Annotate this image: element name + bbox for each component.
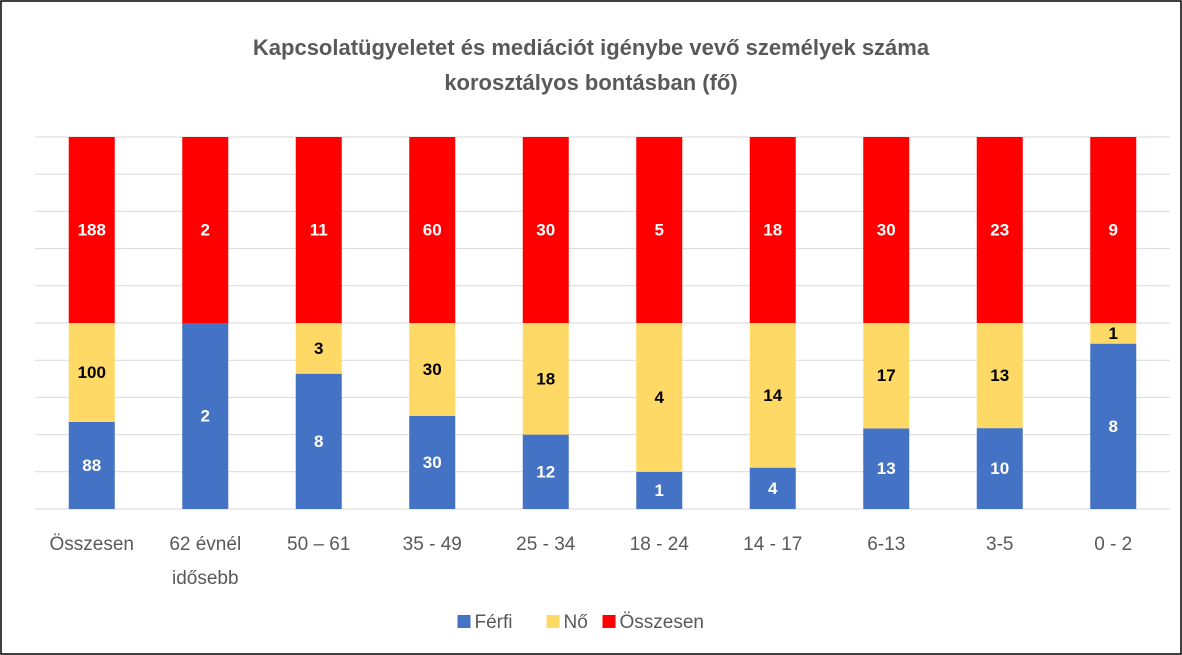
- x-tick-label: 62 évnél idősebb: [169, 534, 242, 589]
- legend-label: Férfi: [475, 612, 513, 633]
- bar-segment: [295, 323, 342, 374]
- bar-segment: [636, 323, 683, 472]
- bar-segment: [1090, 323, 1137, 344]
- bar-segment: [68, 323, 115, 422]
- bar-segment: [68, 421, 115, 509]
- data-label: 1: [655, 481, 664, 500]
- bar-segment: [749, 467, 796, 509]
- bar-segment: [522, 434, 569, 509]
- data-label: 2: [201, 406, 210, 425]
- x-tick-label: 25 - 34: [516, 534, 576, 555]
- x-tick-label: 18 - 24: [629, 534, 689, 555]
- x-tick-label: 14 - 17: [743, 534, 803, 555]
- data-label: 11: [310, 220, 328, 239]
- legend-label: Összesen: [620, 612, 704, 633]
- data-label: 23: [990, 220, 1009, 239]
- bar-segment: [863, 428, 910, 509]
- x-tick-label: 0 - 2: [1094, 534, 1133, 555]
- legend-swatch: [546, 615, 560, 628]
- chart-title: Kapcsolatügyeletet és mediációt igénybe …: [252, 35, 930, 95]
- bar-segment: [295, 137, 342, 323]
- bar-segment: [409, 323, 456, 416]
- x-tick-label: Összesen: [49, 534, 134, 555]
- bar-segment: [749, 137, 796, 323]
- data-label: 4: [655, 388, 665, 407]
- bar-segment: [636, 471, 683, 509]
- title-box: Kapcsolatügyeletet és mediációt igénybe …: [252, 35, 930, 95]
- bar-segment: [409, 137, 456, 323]
- x-tick-label: 35 - 49: [402, 534, 462, 555]
- bar-segment: [636, 137, 683, 323]
- bar-segment: [976, 323, 1023, 429]
- data-label: 5: [655, 220, 664, 239]
- bar-segment: [976, 428, 1023, 509]
- bar-segment: [522, 323, 569, 435]
- bar-segment: [976, 137, 1023, 323]
- legend-swatch: [457, 615, 471, 628]
- bar-segment: [295, 373, 342, 509]
- data-label: 30: [877, 220, 896, 239]
- data-label: 188: [78, 220, 106, 239]
- data-label: 30: [536, 220, 555, 239]
- bar-segment: [409, 416, 456, 509]
- data-label: 10: [990, 459, 1009, 478]
- data-label: 3: [314, 339, 323, 358]
- data-label: 60: [423, 220, 442, 239]
- bar-segment: [749, 323, 796, 468]
- data-label: 18: [536, 369, 555, 388]
- data-label: 1: [1109, 324, 1118, 343]
- data-label: 13: [877, 459, 896, 478]
- data-label: 8: [1109, 417, 1118, 436]
- x-tick-label: 50 – 61: [287, 534, 351, 555]
- data-label: 14: [763, 386, 782, 405]
- data-label: 8: [314, 432, 323, 451]
- bar-segment: [1090, 137, 1137, 323]
- legend-label: Nő: [564, 612, 588, 633]
- data-label: 13: [990, 366, 1009, 385]
- bar-segment: [522, 137, 569, 323]
- data-label: 2: [201, 220, 210, 239]
- data-label: 9: [1109, 220, 1118, 239]
- legend-swatch: [602, 615, 616, 628]
- data-label: 17: [877, 366, 896, 385]
- data-label: 12: [536, 462, 555, 481]
- data-label: 30: [423, 360, 442, 379]
- data-label: 100: [78, 363, 106, 382]
- bar-segment: [68, 137, 115, 323]
- data-label: 88: [82, 456, 101, 475]
- bar-segment: [1090, 343, 1137, 509]
- data-label: 18: [763, 220, 782, 239]
- x-tick-label: 6-13: [867, 534, 906, 555]
- bar-segment: [863, 323, 910, 429]
- bar-segment: [863, 137, 910, 323]
- bar-segment: [182, 137, 229, 323]
- x-tick-label: 3-5: [986, 534, 1014, 555]
- data-label: 30: [423, 453, 442, 472]
- data-label: 4: [768, 479, 778, 498]
- bar-segment: [182, 323, 229, 509]
